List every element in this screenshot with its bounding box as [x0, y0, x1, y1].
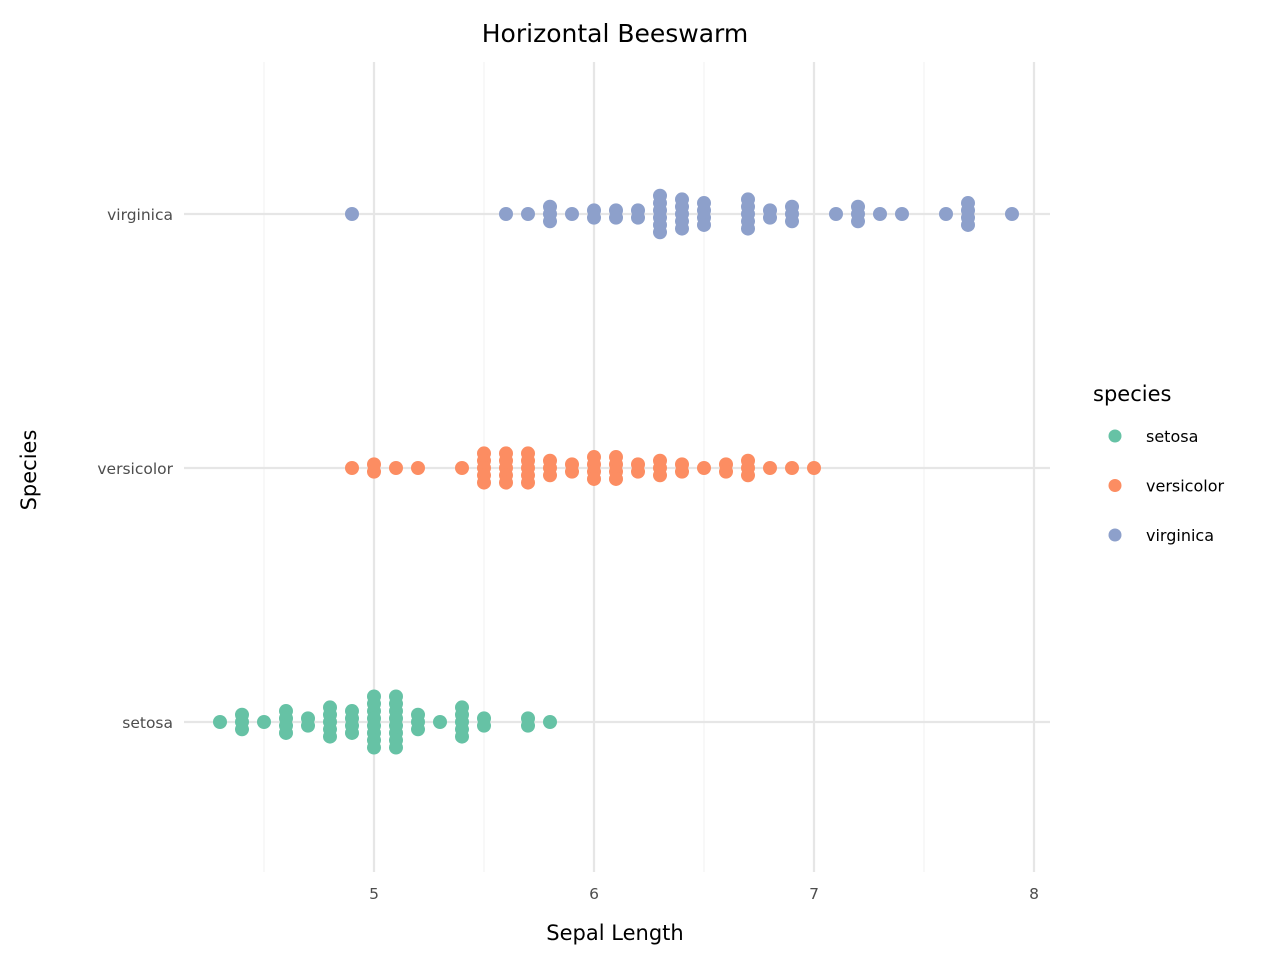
- data-point: [565, 464, 579, 479]
- chart-title: Horizontal Beeswarm: [482, 19, 749, 48]
- data-point: [763, 461, 777, 475]
- data-point: [345, 461, 359, 475]
- data-point: [455, 729, 469, 744]
- data-points: [213, 188, 1019, 755]
- legend-title: species: [1093, 382, 1171, 406]
- series-setosa: [213, 689, 557, 755]
- legend-label-setosa: setosa: [1146, 427, 1198, 446]
- y-tick-label: setosa: [122, 714, 173, 732]
- data-point: [235, 722, 249, 737]
- data-point: [675, 464, 689, 479]
- data-point: [675, 221, 689, 236]
- data-point: [851, 214, 865, 229]
- legend-swatch-setosa: [1108, 429, 1122, 443]
- legend: species setosa versicolor virginica: [1093, 382, 1224, 545]
- data-point: [543, 715, 557, 729]
- data-point: [609, 210, 623, 225]
- x-tick-label: 6: [589, 885, 599, 903]
- data-point: [939, 207, 953, 221]
- data-point: [345, 725, 359, 740]
- data-point: [741, 468, 755, 483]
- data-point: [477, 718, 491, 733]
- data-point: [741, 221, 755, 236]
- data-point: [345, 207, 359, 221]
- series-virginica: [345, 188, 1019, 240]
- data-point: [609, 471, 623, 486]
- data-point: [719, 464, 733, 479]
- data-point: [587, 210, 601, 225]
- y-tick-label: versicolor: [97, 460, 173, 478]
- data-point: [785, 214, 799, 229]
- data-point: [763, 210, 777, 225]
- data-point: [873, 207, 887, 221]
- data-point: [653, 225, 667, 240]
- data-point: [961, 217, 975, 232]
- data-point: [631, 210, 645, 225]
- data-point: [433, 715, 447, 729]
- legend-swatch-virginica: [1108, 528, 1122, 542]
- data-point: [367, 740, 381, 755]
- x-tick-label: 5: [369, 885, 379, 903]
- data-point: [1005, 207, 1019, 221]
- data-point: [697, 217, 711, 232]
- data-point: [323, 729, 337, 744]
- data-point: [389, 461, 403, 475]
- series-versicolor: [345, 446, 821, 490]
- x-tick-label: 7: [809, 885, 819, 903]
- data-point: [499, 207, 513, 221]
- data-point: [697, 461, 711, 475]
- data-point: [565, 207, 579, 221]
- data-point: [807, 461, 821, 475]
- x-axis-ticks: 5 6 7 8: [369, 885, 1039, 903]
- data-point: [895, 207, 909, 221]
- data-point: [829, 207, 843, 221]
- data-point: [301, 718, 315, 733]
- data-point: [499, 475, 513, 490]
- legend-swatch-versicolor: [1108, 479, 1122, 492]
- data-point: [521, 207, 535, 221]
- data-point: [631, 464, 645, 479]
- data-point: [411, 461, 425, 475]
- y-axis-title: Species: [17, 430, 41, 511]
- data-point: [279, 725, 293, 740]
- data-point: [213, 715, 227, 729]
- legend-label-versicolor: versicolor: [1146, 477, 1224, 496]
- x-tick-label: 8: [1029, 885, 1039, 903]
- data-point: [389, 740, 403, 755]
- data-point: [411, 722, 425, 737]
- data-point: [257, 715, 271, 729]
- data-point: [587, 471, 601, 486]
- y-tick-label: virginica: [107, 206, 173, 224]
- data-point: [543, 468, 557, 483]
- legend-label-virginica: virginica: [1146, 526, 1214, 545]
- data-point: [477, 475, 491, 490]
- data-point: [521, 718, 535, 733]
- data-point: [785, 461, 799, 475]
- data-point: [653, 468, 667, 483]
- x-axis-title: Sepal Length: [546, 921, 683, 945]
- data-point: [455, 461, 469, 475]
- y-axis-ticks: setosa versicolor virginica: [97, 206, 173, 732]
- data-point: [543, 214, 557, 229]
- data-point: [367, 464, 381, 479]
- data-point: [521, 475, 535, 490]
